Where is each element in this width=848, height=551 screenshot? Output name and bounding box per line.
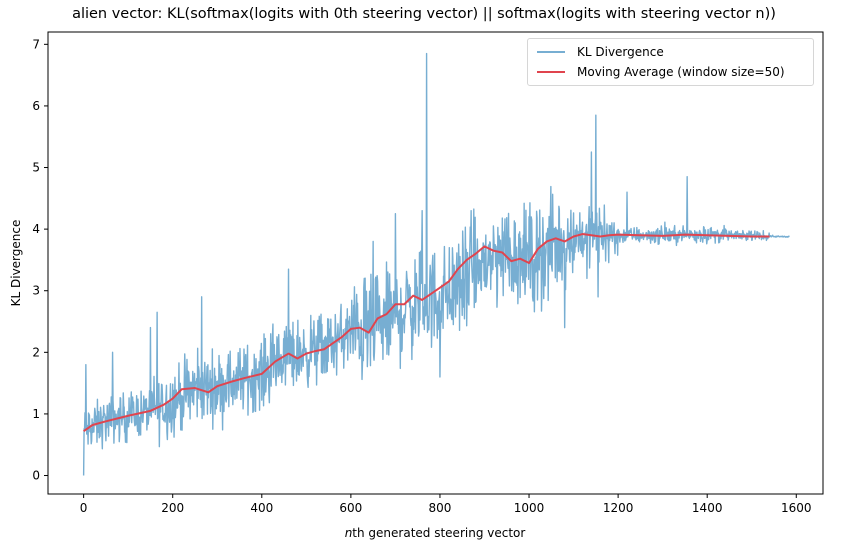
x-tick-label: 1200 bbox=[603, 501, 634, 515]
x-tick-label: 800 bbox=[429, 501, 452, 515]
moving-average-line bbox=[83, 233, 770, 432]
x-tick-label: 200 bbox=[161, 501, 184, 515]
y-tick-label: 6 bbox=[32, 99, 40, 113]
legend-line-kl bbox=[537, 51, 565, 53]
y-tick-label: 1 bbox=[32, 407, 40, 421]
legend: KL Divergence Moving Average (window siz… bbox=[527, 38, 814, 86]
legend-item-moving-average: Moving Average (window size=50) bbox=[528, 62, 785, 82]
x-tick-label: 1400 bbox=[692, 501, 723, 515]
legend-label-kl: KL Divergence bbox=[577, 45, 664, 59]
x-tick-label: 0 bbox=[80, 501, 88, 515]
x-tick-label: 400 bbox=[250, 501, 273, 515]
axes-frame bbox=[47, 31, 824, 495]
x-axis-label-text: th generated steering vector bbox=[352, 526, 525, 540]
x-axis-label: nth generated steering vector bbox=[345, 526, 526, 540]
y-axis: 0 1 2 3 4 5 6 7 bbox=[32, 37, 48, 483]
chart-title: alien vector: KL(softmax(logits with 0th… bbox=[72, 6, 776, 22]
y-tick-label: 3 bbox=[32, 284, 40, 298]
legend-item-kl: KL Divergence bbox=[528, 42, 664, 62]
y-tick-label: 0 bbox=[32, 469, 40, 483]
y-tick-label: 2 bbox=[32, 345, 40, 359]
y-tick-label: 4 bbox=[32, 222, 40, 236]
y-tick-label: 5 bbox=[32, 161, 40, 175]
plot-area bbox=[82, 52, 790, 476]
kl-divergence-line bbox=[82, 52, 790, 476]
x-tick-label: 600 bbox=[339, 501, 362, 515]
legend-line-moving-average bbox=[537, 71, 565, 73]
legend-label-moving-average: Moving Average (window size=50) bbox=[577, 65, 785, 79]
x-tick-label: 1600 bbox=[781, 501, 812, 515]
x-axis-label-italic: n bbox=[345, 526, 353, 540]
x-tick-label: 1000 bbox=[514, 501, 545, 515]
y-axis-label: KL Divergence bbox=[9, 220, 23, 307]
y-tick-label: 7 bbox=[32, 37, 40, 51]
x-axis: 0 200 400 600 800 1000 1200 1400 1600 bbox=[80, 494, 812, 515]
